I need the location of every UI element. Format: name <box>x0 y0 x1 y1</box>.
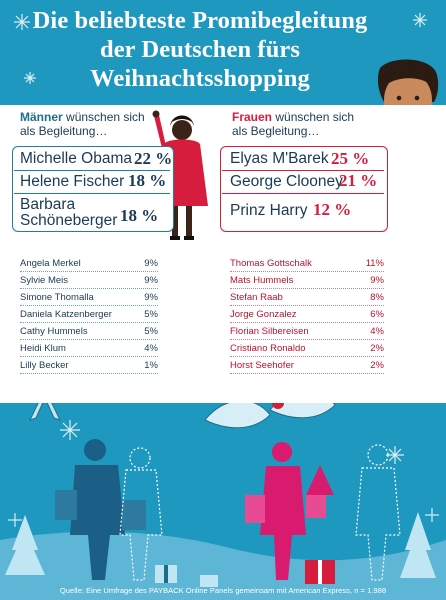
title-line: der Deutschen fürs <box>99 36 301 63</box>
list-item-name: Cristiano Ronaldo <box>230 343 306 354</box>
men-top-box <box>12 146 174 232</box>
list-item-divider <box>20 322 158 323</box>
women-top-name: George Clooney <box>230 173 343 190</box>
list-item-divider <box>230 271 384 272</box>
list-item-value: 1% <box>144 360 158 371</box>
list-item-divider <box>20 356 158 357</box>
list-item-name: Daniela Katzenberger <box>20 309 112 320</box>
women-heading-rest: wünschen sich <box>272 110 355 124</box>
women-top-box <box>220 146 388 232</box>
source-note: Quelle: Eine Umfrage des PAYBACK Online … <box>59 586 387 595</box>
list-item-name: Sylvie Meis <box>20 275 69 286</box>
list-item-divider <box>230 288 384 289</box>
list-item-value: 5% <box>144 309 158 320</box>
title-line: Die beliebteste Promibegleitung <box>32 7 368 34</box>
men-heading-rest: wünschen sich <box>62 110 145 124</box>
men-heading: Männer wünschen sich als Begleitung… <box>20 110 145 138</box>
list-item-name: Angela Merkel <box>20 258 81 269</box>
men-heading-line2: als Begleitung… <box>20 124 108 138</box>
women-top-name: Prinz Harry <box>230 202 308 219</box>
list-item-value: 11% <box>365 258 384 269</box>
list-item-name: Jorge Gonzalez <box>230 309 297 320</box>
divider <box>222 193 384 194</box>
list-item-name: Simone Thomalla <box>20 292 94 303</box>
title-line: Weihnachtsshopping <box>90 65 310 92</box>
divider <box>14 170 170 171</box>
list-item-divider <box>230 305 384 306</box>
list-item-name: Heidi Klum <box>20 343 66 354</box>
list-item-divider <box>230 373 384 374</box>
women-top-name: Elyas M'Barek <box>230 150 329 167</box>
men-top-value: 22 % <box>134 149 173 168</box>
list-item-value: 9% <box>144 258 158 269</box>
men-top-value: 18 % <box>120 206 159 225</box>
women-heading-line2: als Begleitung… <box>232 124 320 138</box>
list-item-divider <box>230 322 384 323</box>
list-item-value: 9% <box>370 275 384 286</box>
men-top-value: 18 % <box>128 171 167 190</box>
men-top-name: Michelle Obama <box>20 150 132 167</box>
page-title: Die beliebteste Promibegleitung der Deut… <box>0 6 400 93</box>
list-item-value: 5% <box>144 326 158 337</box>
list-item-value: 6% <box>370 309 384 320</box>
list-item-name: Horst Seehofer <box>230 360 294 371</box>
list-item-divider <box>20 271 158 272</box>
list-item-value: 9% <box>144 275 158 286</box>
list-item-value: 9% <box>144 292 158 303</box>
men-top-name: Barbara <box>20 196 76 213</box>
christmas-tree-icon <box>5 465 436 578</box>
list-item-divider <box>230 339 384 340</box>
women-heading: Frauen wünschen sich als Begleitung… <box>232 110 354 138</box>
shopper-silhouette-icon <box>55 439 401 581</box>
list-item-value: 2% <box>370 343 384 354</box>
list-item-name: Mats Hummels <box>230 275 294 286</box>
list-item-divider <box>20 305 158 306</box>
list-item-divider <box>230 356 384 357</box>
list-item-divider <box>20 339 158 340</box>
list-item-name: Thomas Gottschalk <box>230 258 312 269</box>
men-heading-bold: Männer <box>20 110 63 124</box>
list-item-value: 4% <box>370 326 384 337</box>
men-top-name: Schöneberger <box>20 212 118 229</box>
list-item-divider <box>20 288 158 289</box>
divider <box>222 170 384 171</box>
list-item-name: Cathy Hummels <box>20 326 88 337</box>
women-top-value: 21 % <box>339 171 378 190</box>
list-item-value: 8% <box>370 292 384 303</box>
list-item-name: Lilly Becker <box>20 360 69 371</box>
women-heading-bold: Frauen <box>232 110 273 124</box>
women-top-value: 25 % <box>331 149 370 168</box>
women-top-value: 12 % <box>313 200 352 219</box>
list-item-name: Stefan Raab <box>230 292 283 303</box>
gift-icon <box>155 560 335 587</box>
list-item-value: 2% <box>370 360 384 371</box>
list-item-name: Florian Silbereisen <box>230 326 309 337</box>
divider <box>14 193 170 194</box>
list-item-value: 4% <box>144 343 158 354</box>
men-top-name: Helene Fischer <box>20 173 125 190</box>
list-item-divider <box>20 373 158 374</box>
